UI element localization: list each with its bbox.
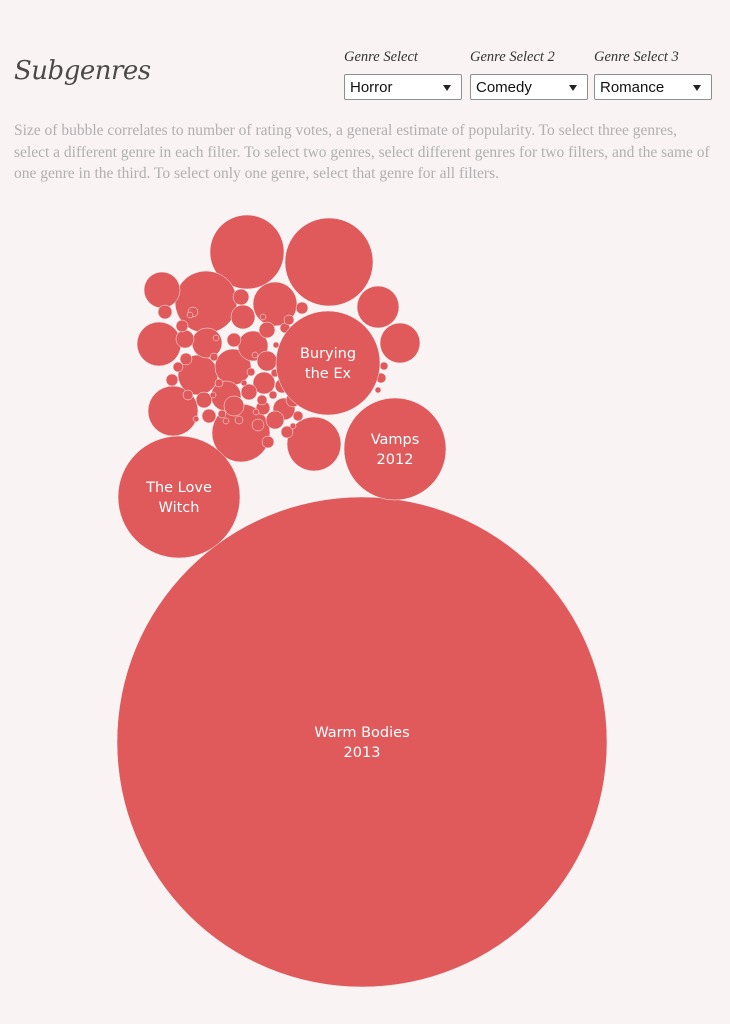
bubble[interactable] [251,351,259,359]
bubble[interactable] [136,321,182,367]
bubble[interactable] [272,341,280,349]
bubble[interactable] [252,408,260,416]
bubble[interactable] [261,435,275,449]
genre-select-value: Horror [350,79,393,96]
bubble[interactable] [192,415,200,423]
dropdown-arrow-icon [569,85,577,91]
dropdown-arrow-icon [693,85,701,91]
bubble[interactable] [240,379,248,387]
bubble[interactable] [268,390,278,400]
bubble[interactable] [175,329,195,349]
genre-filter-1: Genre Select Horror [344,49,462,100]
genre-select-3-value: Romance [600,79,665,96]
bubble[interactable] [379,361,389,371]
bubble-labeled[interactable] [275,310,381,416]
bubble[interactable] [284,217,374,307]
bubble[interactable] [252,371,276,395]
bubble[interactable] [374,386,382,394]
bubble[interactable] [258,321,276,339]
genre-select-2-value: Comedy [476,79,532,96]
genre-select-3-label: Genre Select 3 [594,49,679,65]
bubble[interactable] [259,313,267,321]
bubble[interactable] [283,314,295,326]
bubble[interactable] [195,391,213,409]
bubble[interactable] [172,361,184,373]
bubble[interactable] [157,304,173,320]
bubble[interactable] [179,352,193,366]
bubble[interactable] [289,422,297,430]
bubble[interactable] [209,391,217,399]
bubble[interactable] [230,304,256,330]
genre-select-2-label: Genre Select 2 [470,49,555,65]
genre-select-label: Genre Select [344,49,418,65]
genre-select-2-dropdown[interactable]: Comedy [470,74,588,100]
bubble[interactable] [226,332,242,348]
bubble[interactable] [280,425,294,439]
bubble[interactable] [232,288,250,306]
bubble[interactable] [165,373,179,387]
genre-filters: Genre Select Horror Genre Select 2 Comed… [0,49,730,109]
bubble[interactable] [209,214,285,290]
genre-filter-3: Genre Select 3 Romance [594,49,712,100]
bubble[interactable] [175,319,189,333]
bubble[interactable] [356,285,400,329]
bubble[interactable] [292,410,304,422]
bubble[interactable] [186,311,194,319]
chart-description: Size of bubble correlates to number of r… [14,122,710,182]
bubble[interactable] [286,416,342,472]
bubble[interactable] [240,383,258,401]
bubble[interactable] [201,408,217,424]
dropdown-arrow-icon [443,85,451,91]
bubble[interactable] [209,352,219,362]
genre-select-3-dropdown[interactable]: Romance [594,74,712,100]
genre-filter-2: Genre Select 2 Comedy [470,49,588,100]
bubble-labeled[interactable] [343,397,447,501]
bubble[interactable] [223,395,245,417]
bubble[interactable] [212,334,220,342]
bubble[interactable] [143,271,181,309]
page-title: Subgenres [14,56,151,86]
bubble[interactable] [256,394,268,406]
bubble[interactable] [182,389,194,401]
bubble[interactable] [246,367,256,377]
bubble[interactable] [217,409,227,419]
bubble-labeled[interactable] [117,435,241,559]
bubble[interactable] [251,418,265,432]
bubble[interactable] [256,350,278,372]
genre-select-dropdown[interactable]: Horror [344,74,462,100]
bubble-labeled[interactable] [116,496,608,988]
bubble[interactable] [234,415,244,425]
bubble[interactable] [191,327,223,359]
bubble[interactable] [265,410,285,430]
bubble[interactable] [379,322,421,364]
bubble[interactable] [214,378,224,388]
bubble[interactable] [222,417,230,425]
bubble[interactable] [295,301,309,315]
